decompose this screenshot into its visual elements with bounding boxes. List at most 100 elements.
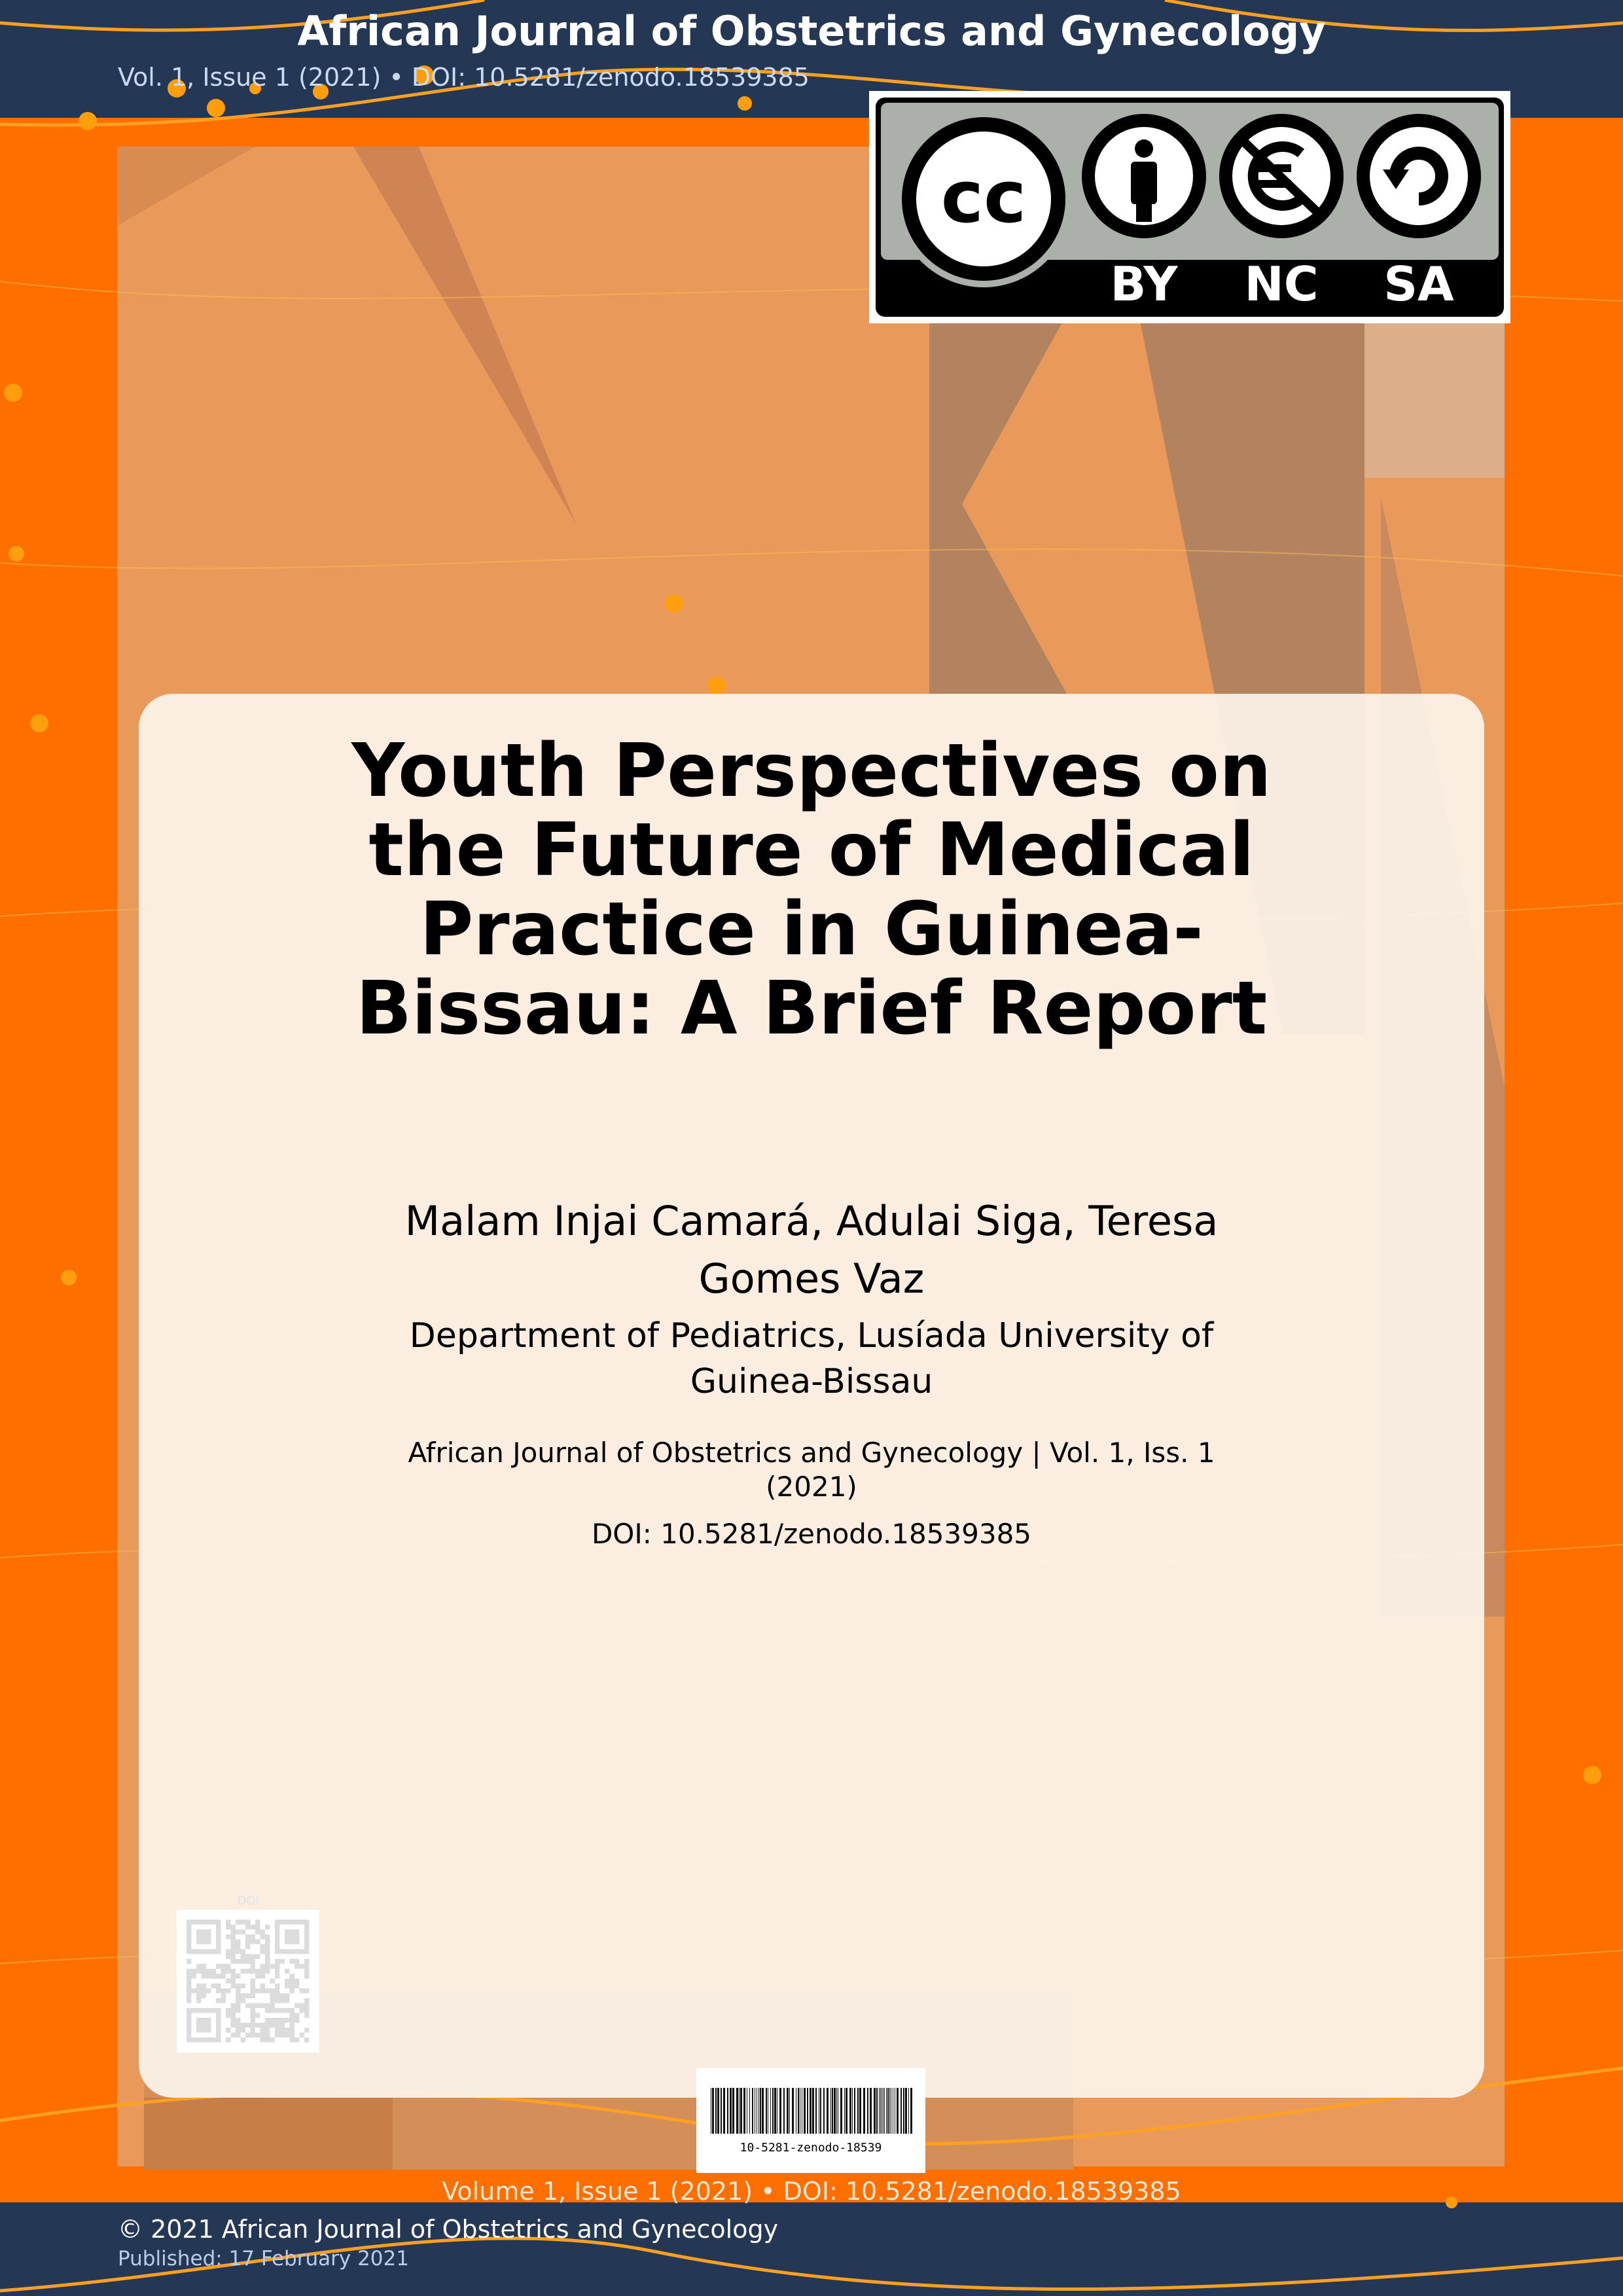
barcode-bar <box>886 2088 887 2134</box>
qr-module <box>236 1993 241 1998</box>
qr-module <box>196 1929 211 1945</box>
qr-module <box>236 1973 241 1979</box>
qr-module <box>226 1924 231 1929</box>
article-authors: Malam Injai Camará, Adulai Siga, Teresa … <box>404 1197 1219 1302</box>
barcode-bar <box>770 2088 771 2134</box>
qr-module <box>211 1973 216 1979</box>
qr-module <box>240 1929 245 1935</box>
barcode-bar <box>879 2088 880 2134</box>
qr-module <box>275 1998 280 2003</box>
qr-module <box>265 1959 270 1964</box>
cc-text: cc <box>941 155 1026 239</box>
qr-module <box>236 2032 241 2037</box>
barcode-bar <box>830 2088 831 2134</box>
qr-module <box>275 2028 280 2033</box>
qr-module <box>294 2003 300 2008</box>
qr-module <box>226 1988 231 1994</box>
qr-module <box>221 1993 226 1998</box>
qr-module <box>265 2032 270 2037</box>
barcode-bar <box>859 2088 861 2134</box>
qr-module <box>245 2022 251 2028</box>
qr-module <box>201 1988 206 1994</box>
qr-module <box>304 2008 310 2013</box>
barcode-bar <box>863 2088 865 2134</box>
qr-module <box>240 1920 245 1925</box>
cc-icon: cc <box>895 111 1072 287</box>
barcode-bar <box>874 2088 876 2134</box>
qr-module <box>221 1964 226 1969</box>
qr-module <box>226 2028 231 2033</box>
barcode-bar <box>804 2088 806 2134</box>
qr-module <box>236 2003 241 2008</box>
cc-by-nc-sa-license-badge: cc BY NC SA <box>869 91 1510 323</box>
qr-module <box>265 2018 270 2023</box>
qr-module <box>299 2003 304 2008</box>
qr-module <box>196 1998 202 2003</box>
qr-module <box>230 1983 236 1988</box>
qr-module <box>250 2008 255 2013</box>
qr-module <box>294 1979 300 1984</box>
qr-module <box>285 2028 290 2033</box>
barcode-bar <box>889 2088 890 2134</box>
qr-module <box>240 1954 245 1959</box>
qr-module <box>270 1964 275 1969</box>
qr-module <box>230 1939 236 1945</box>
qr-module <box>250 1979 255 1984</box>
qr-module <box>265 1934 270 1939</box>
article-title: Youth Perspectives on the Future of Medi… <box>351 728 1272 1051</box>
qr-module <box>250 1969 255 1974</box>
qr-module <box>191 1973 196 1979</box>
qr-module <box>221 1969 226 1974</box>
qr-module <box>265 1924 270 1929</box>
barcode-bar <box>772 2088 774 2134</box>
qr-module <box>245 1939 251 1945</box>
qr-module <box>240 1998 245 2003</box>
article-doi[interactable]: DOI: 10.5281/zenodo.18539385 <box>591 1518 1032 1550</box>
barcode-bar <box>849 2088 851 2134</box>
qr-module <box>304 2013 310 2018</box>
qr-module <box>216 1973 221 1979</box>
qr-module <box>230 1924 236 1929</box>
qr-module <box>270 1998 275 2003</box>
qr-module <box>187 1993 192 1998</box>
barcode-bar <box>846 2088 847 2134</box>
qr-module <box>240 1959 245 1964</box>
qr-module <box>265 2008 270 2013</box>
qr-module <box>265 2028 270 2033</box>
qr-module <box>275 1993 280 1998</box>
qr-module <box>294 2018 300 2023</box>
qr-module <box>265 1939 270 1945</box>
qr-module <box>260 1964 265 1969</box>
qr-module <box>201 1973 206 1979</box>
nc-noncommercial-euro-icon <box>1219 114 1344 238</box>
qr-module <box>206 1969 211 1974</box>
qr-module <box>299 1964 304 1969</box>
qr-module <box>275 1973 280 1979</box>
qr-module <box>230 2003 236 2008</box>
qr-module <box>187 1988 192 1994</box>
qr-module <box>289 2032 294 2037</box>
doi-qr-code[interactable] <box>177 1910 319 2053</box>
qr-module <box>250 2032 255 2037</box>
qr-module <box>275 2032 280 2037</box>
qr-module <box>285 2008 290 2013</box>
qr-module <box>289 1988 294 1994</box>
qr-module <box>230 1973 236 1979</box>
qr-module <box>196 1988 202 1994</box>
qr-module <box>206 1973 211 1979</box>
qr-module <box>236 2028 241 2033</box>
barcode-bar <box>903 2088 904 2134</box>
qr-module <box>250 1934 255 1939</box>
barcode-bar <box>758 2088 759 2134</box>
qr-module <box>285 1993 290 1998</box>
qr-module <box>250 1993 255 1998</box>
qr-module <box>250 1988 255 1994</box>
qr-module <box>304 1969 310 1974</box>
qr-module <box>187 1998 192 2003</box>
qr-module <box>240 1969 245 1974</box>
qr-module <box>206 1988 211 1994</box>
qr-module <box>255 1988 260 1994</box>
qr-module <box>289 1983 294 1988</box>
qr-module <box>270 1988 275 1994</box>
qr-module <box>270 2008 275 2013</box>
